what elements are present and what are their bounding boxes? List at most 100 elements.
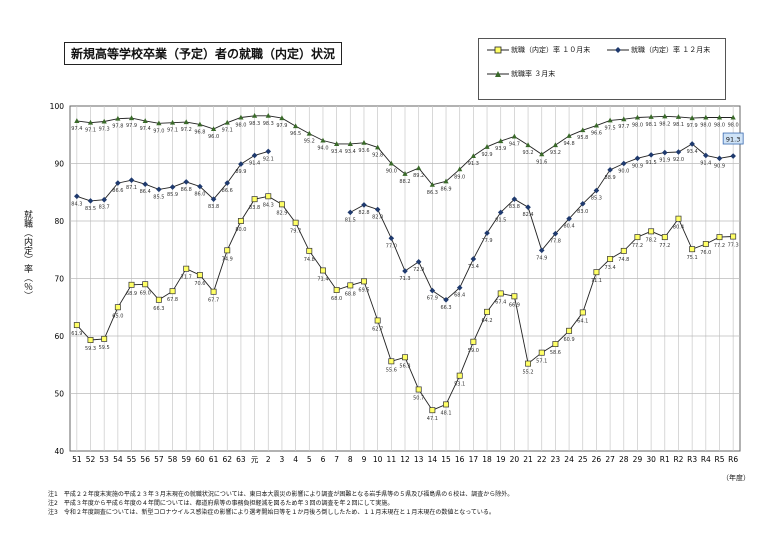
data-point-dec <box>224 180 231 186</box>
data-label: 92.9 <box>481 152 492 158</box>
data-label: 91.3 <box>468 161 479 167</box>
data-point-oct <box>361 278 367 285</box>
data-label: 55.2 <box>522 370 533 376</box>
data-label: 96.0 <box>208 134 219 140</box>
x-tick-label: 58 <box>168 455 178 464</box>
data-point-mar <box>224 119 230 125</box>
data-point-dec <box>607 167 613 173</box>
data-point-dec <box>620 160 627 167</box>
data-point-dec <box>183 179 190 185</box>
data-point-oct <box>388 358 395 365</box>
data-point-oct <box>525 360 532 367</box>
x-tick-label: R2 <box>673 455 683 464</box>
data-point-dec <box>634 155 641 162</box>
data-point-dec <box>716 155 723 162</box>
data-point-mar <box>183 119 189 125</box>
data-label: 97.1 <box>85 128 96 134</box>
data-label: 48.1 <box>440 410 451 416</box>
x-tick-label: 29 <box>633 455 643 464</box>
data-point-dec <box>415 259 422 265</box>
data-label: 81.5 <box>345 217 356 223</box>
data-point-mar <box>402 171 408 176</box>
x-tick-label: 17 <box>469 455 479 464</box>
data-label: 71.7 <box>181 275 192 281</box>
x-tick-label: 26 <box>592 455 602 464</box>
data-label: 92.0 <box>673 157 684 163</box>
data-point-mar <box>251 112 258 118</box>
data-label: 89.2 <box>413 173 424 179</box>
data-point-mar <box>525 142 531 148</box>
legend-item-mar: 就職率 ３月末 <box>487 69 555 79</box>
data-label: 78.2 <box>646 237 657 243</box>
data-label: 97.4 <box>71 126 82 132</box>
data-label: 93.4 <box>345 149 356 155</box>
data-label: 77.3 <box>728 243 739 249</box>
data-point-mar <box>457 166 463 172</box>
data-label: 90.0 <box>386 169 397 175</box>
data-label: 93.2 <box>522 150 533 156</box>
data-point-dec <box>142 181 149 187</box>
data-label: 98.1 <box>646 122 657 128</box>
data-point-oct <box>593 269 600 276</box>
data-point-mar <box>443 178 449 184</box>
y-tick-label: 50 <box>54 390 64 399</box>
data-point-oct <box>470 338 477 345</box>
x-tick-label: 59 <box>181 455 191 464</box>
data-label: 77.9 <box>481 238 492 244</box>
data-point-oct <box>497 290 504 297</box>
footnote-3: 注3 令和２年度調査については、新型コロナウイルス感染症の影響により選考開始日等… <box>48 509 495 516</box>
y-tick-label: 90 <box>54 160 64 169</box>
data-point-mar <box>306 130 312 136</box>
data-label: 77.2 <box>659 243 670 249</box>
data-label: 67.8 <box>167 297 178 303</box>
legend-item-dec: 就職（内定）率 １２月末 <box>607 45 710 55</box>
data-point-oct <box>73 322 80 329</box>
data-label: 74.9 <box>536 255 547 261</box>
data-point-oct <box>443 401 449 408</box>
data-point-oct <box>538 349 545 356</box>
data-point-mar <box>662 113 668 119</box>
data-point-oct <box>169 288 176 295</box>
data-point-oct <box>292 219 299 226</box>
x-tick-label: 元 <box>251 455 259 464</box>
x-tick-label: 5 <box>307 455 312 464</box>
data-point-mar <box>539 151 545 157</box>
chart-title: 新規高等学校卒業（予定）者の就職（内定）状況 <box>64 42 343 65</box>
data-point-oct <box>101 335 108 342</box>
data-label: 94.0 <box>317 146 328 152</box>
legend: 就職（内定）率 １０月末 就職（内定）率 １２月末 就職率 ３月末 <box>478 38 726 100</box>
data-point-mar <box>730 114 736 120</box>
data-label: 85.5 <box>153 194 164 200</box>
footnote-1: 注1 平成２２年度末実施の平成２３年３月末現在の就職状況については、東日本大震災… <box>48 491 514 498</box>
data-point-mar <box>197 121 203 127</box>
data-point-oct <box>702 241 709 247</box>
y-tick-label: 70 <box>54 275 64 284</box>
callout-label: 91.3 <box>726 136 740 144</box>
data-point-mar <box>498 138 504 144</box>
data-point-oct <box>730 233 737 240</box>
x-tick-label: 2 <box>266 455 271 464</box>
data-point-oct <box>114 304 121 311</box>
data-point-oct <box>675 215 682 222</box>
data-label: 86.6 <box>222 188 233 194</box>
data-point-mar <box>279 115 285 121</box>
data-point-mar <box>429 181 435 187</box>
data-point-mar <box>593 122 600 128</box>
data-label: 68.9 <box>126 291 137 297</box>
data-label: 93.4 <box>687 149 698 155</box>
footnotes: 注1 平成２２年度末実施の平成２３年３月末現在の就職状況については、東日本大震災… <box>48 490 513 517</box>
data-point-mar <box>142 118 148 123</box>
data-point-oct <box>251 196 258 203</box>
x-tick-label: 21 <box>523 455 533 464</box>
x-tick-label: 25 <box>578 455 588 464</box>
data-label: 98.1 <box>673 122 684 128</box>
x-tick-label: 16 <box>455 455 465 464</box>
data-label: 56.3 <box>399 363 410 369</box>
data-label: 64.2 <box>481 318 492 324</box>
data-point-dec <box>484 230 490 236</box>
data-label: 70.6 <box>194 281 205 287</box>
data-point-oct <box>429 407 436 414</box>
data-label: 67.9 <box>427 296 438 302</box>
data-label: 87.1 <box>126 185 137 191</box>
data-label: 65.0 <box>112 313 123 319</box>
